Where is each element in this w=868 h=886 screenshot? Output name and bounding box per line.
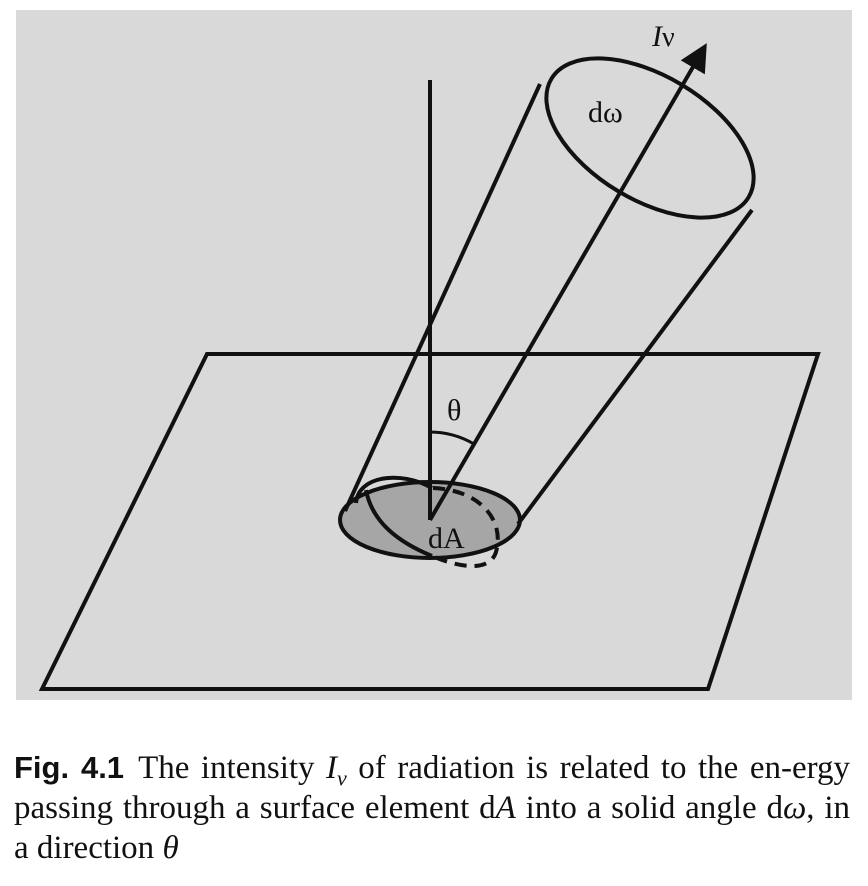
caption-area-symbol: A: [495, 790, 516, 826]
caption-text-4: , in a direction: [14, 790, 850, 866]
area-label: dA: [428, 522, 465, 555]
caption-theta-symbol: θ: [162, 830, 179, 866]
caption-text-3: into a solid angle d: [515, 790, 783, 826]
cylinder-right-side: [516, 208, 754, 526]
caption-intensity-subscript: ν: [337, 765, 347, 791]
cylinder-base-arc: [354, 475, 433, 558]
caption-omega-symbol: ω: [782, 790, 807, 826]
beam-label-subscript: ν: [662, 22, 675, 53]
figure-caption: Fig. 4.1 The intensity Iν of radiation is…: [14, 748, 850, 868]
caption-text-2: of radiation is related to the en-ergy p…: [14, 750, 851, 826]
caption-text-1: The intensity: [138, 750, 327, 786]
beam-label: Iν: [651, 20, 675, 53]
figure-number: Fig. 4.1: [14, 750, 125, 785]
theta-angle-arc: [429, 430, 475, 446]
solid-angle-label: dω: [588, 96, 623, 129]
angle-theta-label: θ: [447, 394, 461, 427]
beam-label-main: I: [651, 20, 664, 53]
radiation-intensity-diagram: Iν dω θ dA: [16, 10, 852, 700]
projected-area-dashed-outline: [431, 486, 500, 568]
caption-intensity-symbol: I: [326, 750, 338, 786]
beam-direction-arrow: [428, 43, 707, 522]
cylinder-left-side: [343, 83, 542, 512]
